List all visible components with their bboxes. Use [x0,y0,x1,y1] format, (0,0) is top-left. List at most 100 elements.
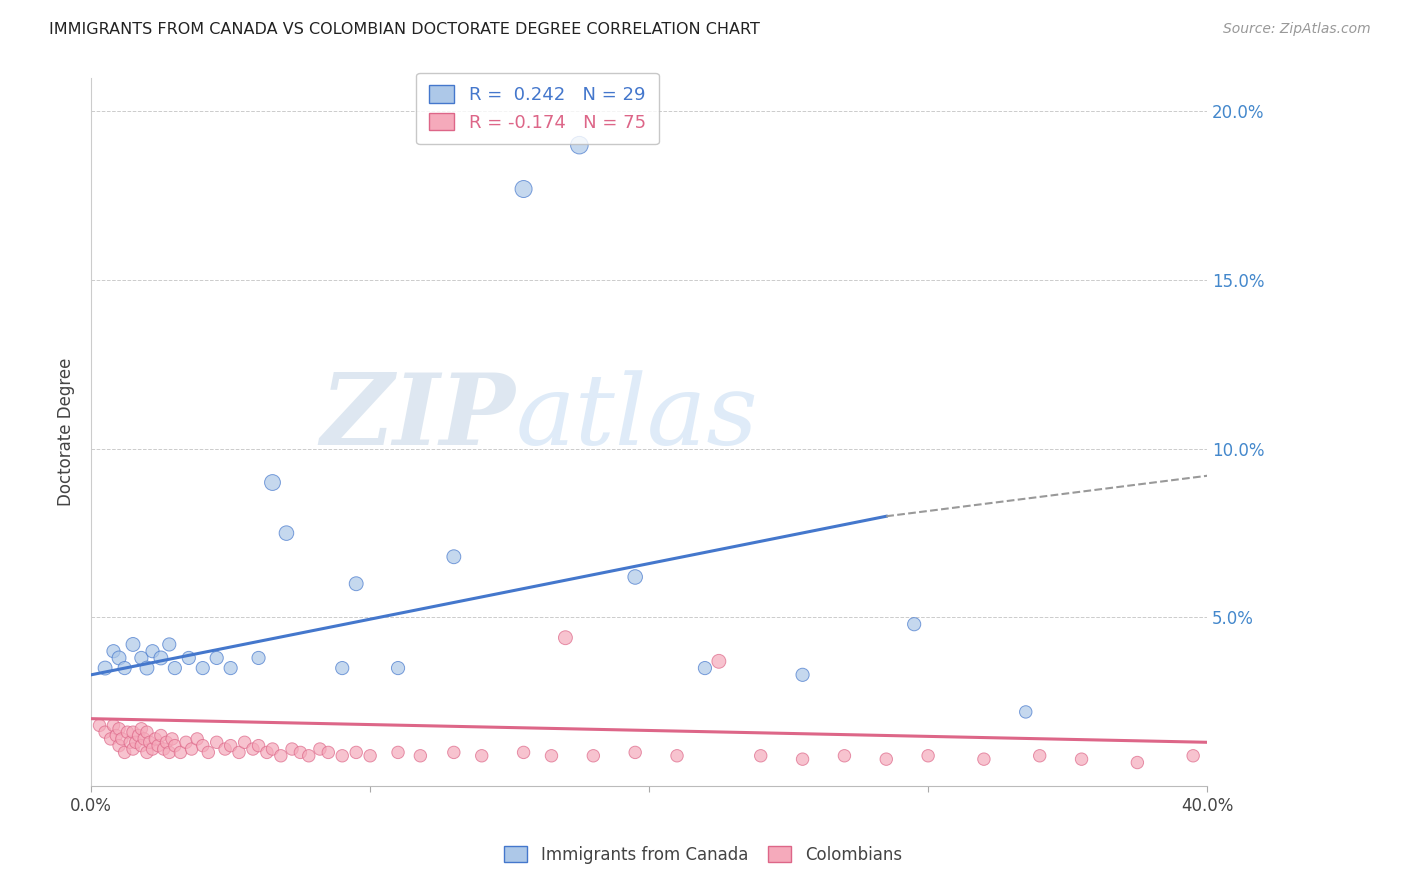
Point [316,746,339,760]
Point [180,742,202,756]
Point [136,746,159,760]
Legend: Immigrants from Canada, Colombians: Immigrants from Canada, Colombians [498,839,908,871]
Point [157,637,180,651]
Point [141,644,163,658]
Point [149,651,172,665]
Point [174,735,197,749]
Point [228,746,250,760]
Point [309,742,332,756]
Point [330,748,353,763]
Point [554,631,576,645]
Point [281,742,304,756]
Point [387,661,409,675]
Point [122,725,145,739]
Y-axis label: Doctorate Degree: Doctorate Degree [58,358,75,506]
Point [242,742,264,756]
Point [114,746,136,760]
Point [973,752,995,766]
Point [344,576,367,591]
Point [443,746,465,760]
Point [108,722,131,736]
Point [155,735,177,749]
Point [191,661,214,675]
Point [89,718,111,732]
Point [344,746,367,760]
Point [443,549,465,564]
Point [157,746,180,760]
Text: ZIP: ZIP [321,369,515,466]
Point [270,748,292,763]
Point [131,722,153,736]
Point [186,731,208,746]
Point [114,661,136,675]
Point [111,731,134,746]
Point [512,746,534,760]
Point [512,182,534,196]
Point [108,739,131,753]
Point [163,661,186,675]
Point [917,748,939,763]
Point [100,731,122,746]
Point [834,748,856,763]
Point [134,731,156,746]
Point [125,735,148,749]
Point [141,742,163,756]
Point [792,668,814,682]
Point [290,746,312,760]
Point [233,735,256,749]
Point [1070,752,1092,766]
Point [707,654,730,668]
Point [146,739,169,753]
Point [191,739,214,753]
Point [1015,705,1038,719]
Point [108,651,131,665]
Point [169,746,191,760]
Point [298,748,321,763]
Point [205,651,228,665]
Point [122,742,145,756]
Point [131,739,153,753]
Point [276,526,298,541]
Point [131,651,153,665]
Point [105,729,128,743]
Point [136,661,159,675]
Point [387,746,409,760]
Point [409,748,432,763]
Point [103,718,125,732]
Point [160,731,183,746]
Point [143,731,166,746]
Point [247,739,270,753]
Point [624,570,647,584]
Legend: R =  0.242   N = 29, R = -0.174   N = 75: R = 0.242 N = 29, R = -0.174 N = 75 [416,72,658,145]
Point [247,651,270,665]
Point [117,725,139,739]
Point [262,475,284,490]
Point [219,661,242,675]
Point [94,725,117,739]
Text: atlas: atlas [515,370,758,466]
Point [128,729,150,743]
Point [177,651,200,665]
Point [122,637,145,651]
Point [693,661,716,675]
Point [219,739,242,753]
Point [624,746,647,760]
Point [666,748,689,763]
Point [214,742,236,756]
Point [792,752,814,766]
Text: Source: ZipAtlas.com: Source: ZipAtlas.com [1223,22,1371,37]
Point [540,748,562,763]
Point [1126,756,1149,770]
Point [152,742,174,756]
Point [136,725,159,739]
Point [582,748,605,763]
Point [197,746,219,760]
Point [749,748,772,763]
Point [120,735,142,749]
Point [163,739,186,753]
Point [139,735,162,749]
Point [471,748,494,763]
Point [1182,748,1205,763]
Point [94,661,117,675]
Point [256,746,278,760]
